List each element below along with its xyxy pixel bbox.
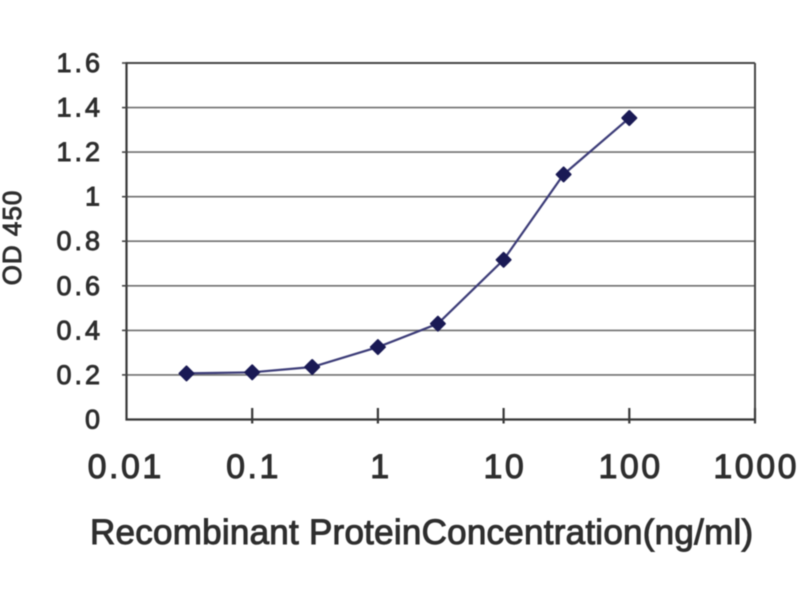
svg-text:100: 100 [598,448,662,486]
svg-text:1000: 1000 [713,448,799,486]
svg-text:0.1: 0.1 [226,448,281,486]
svg-text:0.4: 0.4 [56,315,103,345]
svg-text:0.6: 0.6 [56,271,103,301]
svg-text:1: 1 [85,182,103,212]
svg-text:1: 1 [370,448,391,486]
svg-text:0: 0 [85,405,103,435]
svg-text:1.2: 1.2 [56,137,103,167]
svg-text:0.2: 0.2 [56,360,103,390]
svg-text:10: 10 [483,448,526,486]
svg-text:1.6: 1.6 [56,48,103,78]
svg-text:1.4: 1.4 [56,93,103,123]
svg-text:Recombinant ProteinConcentrati: Recombinant ProteinConcentration(ng/ml) [90,513,753,552]
svg-text:OD 450: OD 450 [0,190,27,286]
svg-text:0.8: 0.8 [56,226,103,256]
svg-text:0.01: 0.01 [88,448,164,486]
